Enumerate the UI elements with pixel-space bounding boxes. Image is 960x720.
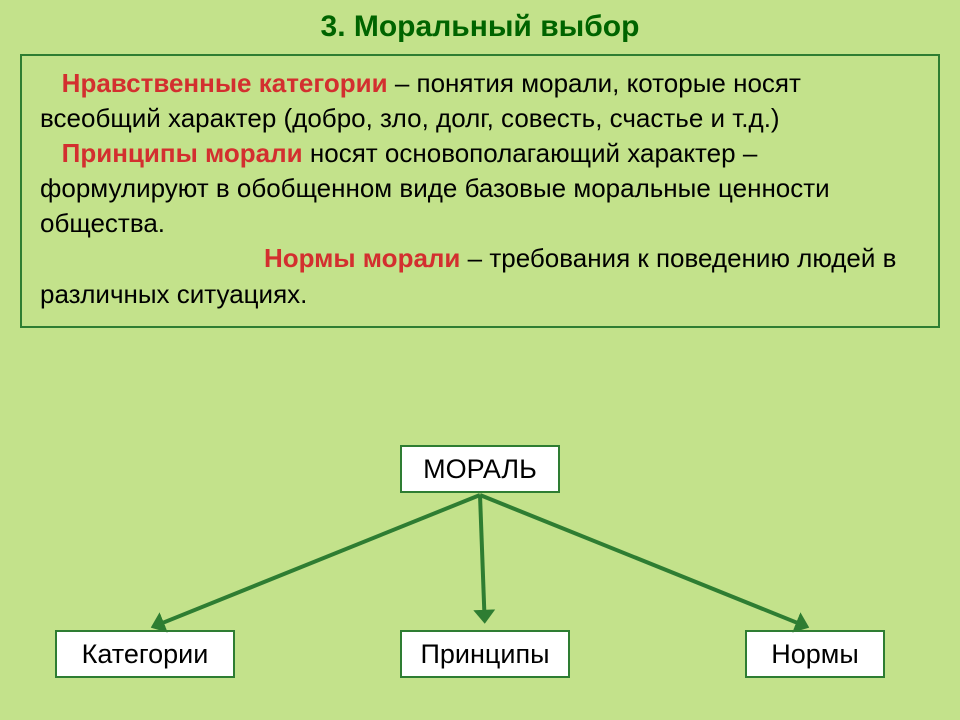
term-categories: Нравственные категории	[62, 68, 388, 98]
term-norms: Нормы морали	[264, 243, 460, 273]
node-child-2: Нормы	[745, 630, 885, 678]
definition-principles: Принципы морали носят основополагающий х…	[40, 136, 920, 241]
definition-categories: Нравственные категории – понятия морали,…	[40, 66, 920, 136]
body-norms: – требования к поведению людей в различн…	[40, 243, 896, 308]
node-child-1: Принципы	[400, 630, 570, 678]
node-child-0-label: Категории	[82, 639, 209, 670]
node-child-1-label: Принципы	[421, 639, 550, 670]
node-child-0: Категории	[55, 630, 235, 678]
slide-title: 3. Моральный выбор	[20, 10, 940, 44]
definition-norms: Нормы морали – требования к поведению лю…	[40, 241, 920, 311]
slide: 3. Моральный выбор Нравственные категори…	[0, 0, 960, 720]
definitions-box: Нравственные категории – понятия морали,…	[20, 54, 940, 328]
term-principles: Принципы морали	[62, 138, 303, 168]
node-root-label: МОРАЛЬ	[423, 454, 537, 485]
node-root: МОРАЛЬ	[400, 445, 560, 493]
node-child-2-label: Нормы	[771, 639, 859, 670]
